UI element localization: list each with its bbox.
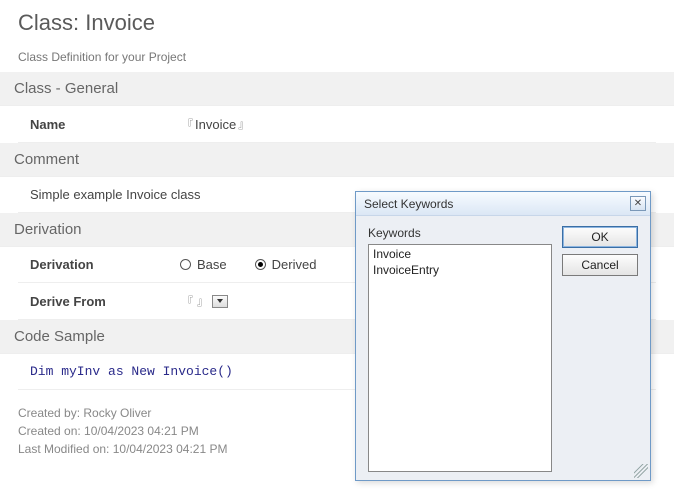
radio-derived-circle (255, 259, 266, 270)
radio-base-label: Base (197, 257, 227, 272)
page-subtitle: Class Definition for your Project (18, 50, 656, 64)
keywords-listbox[interactable]: Invoice InvoiceEntry (368, 244, 552, 472)
name-label: Name (30, 117, 180, 132)
derive-from-label: Derive From (30, 294, 180, 309)
page-title: Class: Invoice (18, 10, 656, 36)
radio-base[interactable]: Base (180, 257, 227, 272)
list-item[interactable]: InvoiceEntry (373, 263, 547, 279)
dialog-title: Select Keywords (364, 197, 453, 211)
open-bracket-icon: 『 (180, 116, 195, 132)
radio-derived-label: Derived (272, 257, 317, 272)
derivation-label: Derivation (30, 257, 180, 272)
field-name-row: Name 『 Invoice 』 (18, 106, 656, 143)
radio-derived[interactable]: Derived (255, 257, 317, 272)
derive-from-value[interactable]: 『 』 (180, 293, 228, 309)
name-text: Invoice (195, 117, 236, 132)
derive-from-dropdown-button[interactable] (212, 295, 228, 308)
dialog-titlebar[interactable]: Select Keywords ✕ (356, 192, 650, 216)
keywords-label: Keywords (368, 226, 552, 240)
resize-grip-icon[interactable] (634, 464, 648, 478)
section-general-header: Class - General (0, 72, 674, 106)
ok-button[interactable]: OK (562, 226, 638, 248)
name-value[interactable]: 『 Invoice 』 (180, 116, 251, 132)
dialog-close-button[interactable]: ✕ (630, 196, 646, 211)
close-icon: ✕ (634, 199, 642, 209)
list-item[interactable]: Invoice (373, 247, 547, 263)
select-keywords-dialog: Select Keywords ✕ Keywords Invoice Invoi… (355, 191, 651, 481)
close-bracket-icon: 』 (236, 116, 251, 132)
section-comment-header: Comment (0, 143, 674, 177)
cancel-button[interactable]: Cancel (562, 254, 638, 276)
open-bracket-icon: 『 (180, 293, 195, 309)
close-bracket-icon: 』 (195, 293, 210, 309)
radio-base-circle (180, 259, 191, 270)
